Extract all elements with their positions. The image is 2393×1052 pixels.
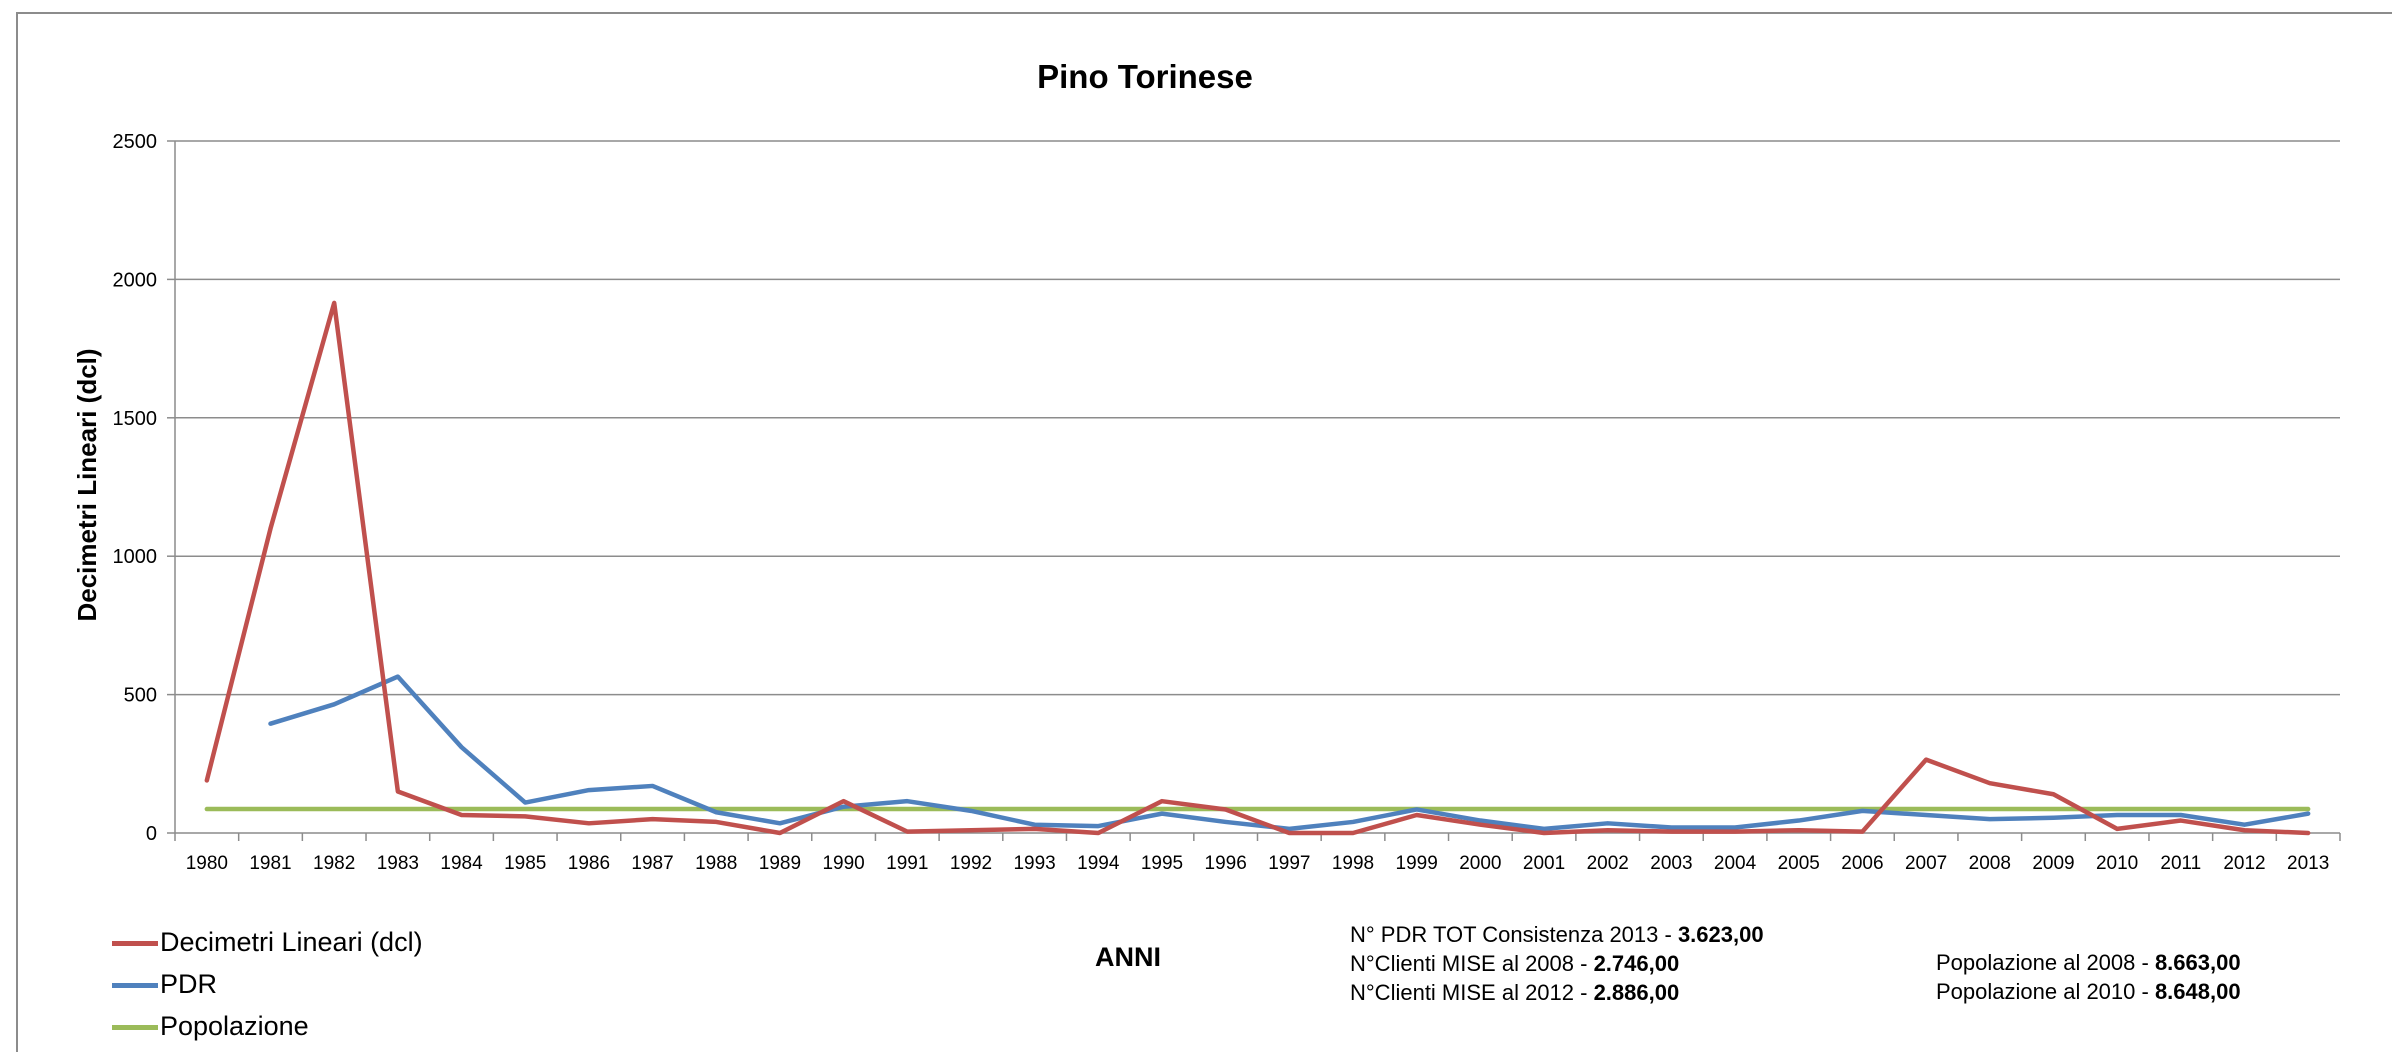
x-tick-label: 2011 — [2160, 853, 2201, 874]
x-tick-label: 1994 — [1077, 853, 1120, 874]
x-tick-label: 2000 — [1459, 853, 1501, 874]
x-tick-label: 2013 — [2287, 853, 2329, 874]
y-axis-label: Decimetri Lineari (dcl) — [72, 348, 102, 621]
x-tick-label: 1983 — [377, 853, 419, 874]
x-tick-label: 1981 — [249, 853, 291, 874]
x-tick-label: 2012 — [2223, 853, 2265, 874]
x-tick-label: 1984 — [440, 853, 483, 874]
legend-label-dcl: Decimetri Lineari (dcl) — [160, 927, 423, 957]
chart-title: Pino Torinese — [1037, 58, 1253, 95]
legend-label-pdr: PDR — [160, 969, 218, 999]
x-tick-label: 1992 — [950, 853, 992, 874]
series-line-dcl — [204, 300, 2311, 836]
info-popolazione: Popolazione al 2008 - 8.663,00 Popolazio… — [1936, 948, 2241, 1006]
info-mise2008-line: N°Clienti MISE al 2008 - 2.746,00 — [1350, 951, 1680, 976]
chart-frame — [16, 12, 2392, 1052]
x-tick-label: 1991 — [886, 853, 928, 874]
x-tick-label: 1986 — [568, 853, 610, 874]
x-tick-label: 1985 — [504, 853, 546, 874]
y-tick-label: 2000 — [113, 269, 158, 291]
x-tick-label: 2010 — [2096, 853, 2138, 874]
x-tick-label: 2001 — [1523, 853, 1565, 874]
info-pdr-line: N° PDR TOT Consistenza 2013 - 3.623,00 — [1350, 922, 1764, 947]
x-tick-label: 2004 — [1714, 853, 1757, 874]
info-pop2010-line: Popolazione al 2010 - 8.648,00 — [1936, 979, 2241, 1004]
x-tick-label: 1990 — [822, 853, 864, 874]
x-tick-label: 1999 — [1396, 853, 1438, 874]
x-tick-label: 1996 — [1205, 853, 1247, 874]
x-tick-label: 1993 — [1013, 853, 1055, 874]
y-tick-label: 0 — [146, 823, 157, 845]
info-pop2010-value: 8.648,00 — [2154, 979, 2241, 1004]
x-tick-label: 2003 — [1650, 853, 1692, 874]
x-tick-label: 1989 — [759, 853, 801, 874]
x-tick-label: 1998 — [1332, 853, 1374, 874]
info-mise2008-value: 2.746,00 — [1593, 951, 1680, 976]
x-tick-label: 2009 — [2032, 853, 2074, 874]
x-tick-label: 1987 — [631, 853, 673, 874]
info-pdr-value: 3.623,00 — [1677, 922, 1764, 947]
x-tick-label: 1988 — [695, 853, 737, 874]
legend-label-popolazione: Popolazione — [160, 1011, 309, 1041]
x-tick-label: 1997 — [1268, 853, 1310, 874]
y-tick-label: 1000 — [113, 546, 158, 568]
x-tick-label: 1980 — [186, 853, 228, 874]
x-axis-label: ANNI — [1095, 942, 1161, 972]
info-mise2012-value: 2.886,00 — [1593, 980, 1680, 1005]
y-tick-label: 1500 — [113, 408, 158, 430]
x-tick-label: 2008 — [1969, 853, 2011, 874]
legend-swatch-pdr — [112, 983, 158, 989]
legend-item-pdr: PDR — [112, 969, 217, 1000]
info-pdr-mise: N° PDR TOT Consistenza 2013 - 3.623,00 N… — [1350, 920, 1764, 1007]
series-line-pdr — [268, 674, 2311, 832]
y-tick-label: 500 — [124, 685, 157, 707]
x-tick-label: 2007 — [1905, 853, 1947, 874]
legend-item-popolazione: Popolazione — [112, 1011, 309, 1042]
info-mise2012-line: N°Clienti MISE al 2012 - 2.886,00 — [1350, 980, 1680, 1005]
x-tick-label: 1982 — [313, 853, 355, 874]
x-tick-label: 1995 — [1141, 853, 1183, 874]
info-pop2008-value: 8.663,00 — [2154, 950, 2241, 975]
info-pop2008-line: Popolazione al 2008 - 8.663,00 — [1936, 950, 2241, 975]
legend-item-dcl: Decimetri Lineari (dcl) — [112, 927, 423, 958]
x-tick-label: 2006 — [1841, 853, 1883, 874]
y-tick-label: 2500 — [113, 131, 158, 153]
legend-swatch-dcl — [112, 941, 158, 947]
legend-swatch-popolazione — [112, 1025, 158, 1031]
x-tick-label: 2005 — [1778, 853, 1820, 874]
x-tick-label: 2002 — [1587, 853, 1629, 874]
